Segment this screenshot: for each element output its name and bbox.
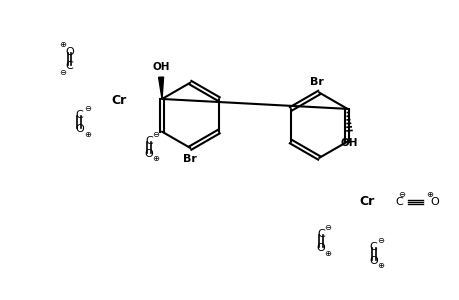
Text: ⊕: ⊕ bbox=[152, 154, 159, 164]
Text: O: O bbox=[144, 149, 153, 159]
Text: O: O bbox=[369, 256, 377, 266]
Text: ⊕: ⊕ bbox=[425, 190, 433, 199]
Text: Cr: Cr bbox=[358, 195, 374, 208]
Text: Br: Br bbox=[309, 76, 324, 87]
Text: O: O bbox=[429, 196, 438, 206]
Text: OH: OH bbox=[340, 138, 358, 148]
Text: ⊖: ⊖ bbox=[397, 190, 404, 199]
Text: ⊖: ⊖ bbox=[376, 236, 383, 245]
Text: ⊕: ⊕ bbox=[59, 40, 66, 50]
Text: O: O bbox=[65, 47, 74, 57]
Text: Cr: Cr bbox=[111, 94, 126, 107]
Text: C: C bbox=[75, 110, 83, 120]
Text: C: C bbox=[145, 136, 152, 146]
Text: ⊖: ⊖ bbox=[84, 104, 90, 113]
Text: C: C bbox=[317, 229, 325, 239]
Text: ⊖: ⊖ bbox=[152, 130, 159, 139]
Text: ⊖: ⊖ bbox=[59, 68, 66, 77]
Text: ⊕: ⊕ bbox=[324, 248, 331, 257]
Text: ⊖: ⊖ bbox=[324, 223, 331, 232]
Text: OH: OH bbox=[152, 62, 169, 72]
Text: O: O bbox=[75, 124, 84, 134]
Text: Br: Br bbox=[183, 154, 197, 164]
Text: ⊕: ⊕ bbox=[376, 261, 383, 270]
Text: C: C bbox=[395, 196, 403, 206]
Text: ⊕: ⊕ bbox=[84, 130, 90, 139]
Polygon shape bbox=[158, 77, 163, 99]
Text: C: C bbox=[369, 242, 377, 252]
Text: C: C bbox=[66, 61, 73, 71]
Text: O: O bbox=[316, 243, 325, 253]
